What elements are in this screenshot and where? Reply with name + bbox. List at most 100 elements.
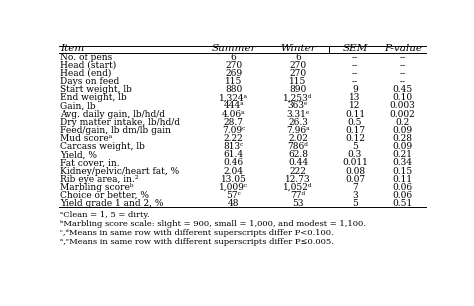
Text: 0.003: 0.003 [390,102,416,110]
Text: 6: 6 [295,53,301,62]
Text: 12: 12 [349,102,361,110]
Text: Feed/gain, lb dm/lb gain: Feed/gain, lb dm/lb gain [60,126,171,135]
Text: Carcass weight, lb: Carcass weight, lb [60,142,145,151]
Text: 270: 270 [290,69,307,78]
Text: Head (end): Head (end) [60,69,111,78]
Text: 0.46: 0.46 [224,159,244,167]
Text: 363ᵉ: 363ᵉ [288,102,308,110]
Text: 0.44: 0.44 [288,159,308,167]
Text: Mud scoreᵃ: Mud scoreᵃ [60,134,112,143]
Text: 26.3: 26.3 [288,118,308,127]
Text: 3: 3 [352,191,358,200]
Text: 28.7: 28.7 [224,118,244,127]
Text: Fat cover, in.: Fat cover, in. [60,159,119,167]
Text: 0.2: 0.2 [396,118,410,127]
Text: 115: 115 [289,77,307,86]
Text: ᶜ,ᵈMeans in same row with different superscripts differ P<0.100.: ᶜ,ᵈMeans in same row with different supe… [60,229,334,237]
Text: Rib eye area, in.²: Rib eye area, in.² [60,175,138,184]
Text: 0.09: 0.09 [392,142,413,151]
Text: Yield grade 1 and 2, %: Yield grade 1 and 2, % [60,199,164,208]
Text: --: -- [352,61,358,70]
Text: 61.4: 61.4 [224,150,244,159]
Text: 813ᶜ: 813ᶜ [224,142,244,151]
Text: ᵃClean = 1, 5 = dirty.: ᵃClean = 1, 5 = dirty. [60,211,150,219]
Text: SEM: SEM [342,44,368,53]
Text: Marbling scoreᵇ: Marbling scoreᵇ [60,183,134,192]
Text: Avg. daily gain, lb/hd/d: Avg. daily gain, lb/hd/d [60,110,165,119]
Text: 0.06: 0.06 [392,183,413,192]
Text: 0.21: 0.21 [393,150,413,159]
Text: 1,324ᵃ: 1,324ᵃ [219,93,248,102]
Text: --: -- [400,69,406,78]
Text: Days on feed: Days on feed [60,77,119,86]
Text: 0.34: 0.34 [393,159,413,167]
Text: 13: 13 [349,93,361,102]
Text: 7.96ᵃ: 7.96ᵃ [286,126,310,135]
Text: 53: 53 [292,199,304,208]
Text: 48: 48 [228,199,239,208]
Text: P-value: P-value [384,44,422,53]
Text: 0.11: 0.11 [345,110,365,119]
Text: 0.51: 0.51 [392,199,413,208]
Text: 7.09ᶜ: 7.09ᶜ [222,126,246,135]
Text: --: -- [400,61,406,70]
Text: 5: 5 [352,199,358,208]
Text: 57ᶜ: 57ᶜ [227,191,241,200]
Text: 2.22: 2.22 [224,134,244,143]
Text: ᵇMarbling score scale: slight = 900, small = 1,000, and modest = 1,100.: ᵇMarbling score scale: slight = 900, sma… [60,220,366,228]
Text: 12.73: 12.73 [285,175,311,184]
Text: Summer: Summer [211,44,256,53]
Text: 0.11: 0.11 [392,175,413,184]
Text: 222: 222 [290,166,307,176]
Text: 7: 7 [352,183,358,192]
Text: 0.3: 0.3 [348,150,362,159]
Text: 270: 270 [225,61,242,70]
Text: Dry matter intake, lb/hd/d: Dry matter intake, lb/hd/d [60,118,180,127]
Text: --: -- [352,69,358,78]
Text: Item: Item [60,44,84,53]
Text: 786ᵈ: 786ᵈ [288,142,309,151]
Text: --: -- [400,77,406,86]
Text: Yield, %: Yield, % [60,150,97,159]
Text: --: -- [352,53,358,62]
Text: 0.10: 0.10 [392,93,413,102]
Text: 0.09: 0.09 [392,126,413,135]
Text: 1,009ᶜ: 1,009ᶜ [219,183,248,192]
Text: 4.06ᵃ: 4.06ᵃ [222,110,246,119]
Text: 0.002: 0.002 [390,110,416,119]
Text: --: -- [400,53,406,62]
Text: Choice or better, %: Choice or better, % [60,191,149,200]
Text: 0.011: 0.011 [342,159,368,167]
Text: 880: 880 [225,85,242,94]
Text: 77ᵈ: 77ᵈ [291,191,306,200]
Text: 13.05: 13.05 [221,175,246,184]
Text: --: -- [352,77,358,86]
Text: 2.04: 2.04 [224,166,244,176]
Text: Gain, lb: Gain, lb [60,102,96,110]
Text: 5: 5 [352,142,358,151]
Text: 9: 9 [352,85,358,94]
Text: ᵃ,ᵉMeans in same row with different superscripts differ P≤0.005.: ᵃ,ᵉMeans in same row with different supe… [60,238,334,246]
Text: 1,253ᵈ: 1,253ᵈ [283,93,313,102]
Text: 62.8: 62.8 [288,150,308,159]
Text: 0.45: 0.45 [392,85,413,94]
Text: 0.5: 0.5 [348,118,362,127]
Text: 6: 6 [231,53,237,62]
Text: Head (start): Head (start) [60,61,116,70]
Text: 0.12: 0.12 [345,134,365,143]
Text: 2.02: 2.02 [288,134,308,143]
Text: 269: 269 [225,69,242,78]
Text: 0.07: 0.07 [345,175,365,184]
Text: 270: 270 [290,61,307,70]
Text: 444ᵃ: 444ᵃ [223,102,244,110]
Text: Start weight, lb: Start weight, lb [60,85,132,94]
Text: 1,052ᵈ: 1,052ᵈ [283,183,313,192]
Text: 0.06: 0.06 [392,191,413,200]
Text: 0.15: 0.15 [392,166,413,176]
Text: 890: 890 [290,85,307,94]
Text: 0.28: 0.28 [393,134,413,143]
Text: End weight, lb: End weight, lb [60,93,127,102]
Text: 0.08: 0.08 [345,166,365,176]
Text: Kidney/pelvic/heart fat, %: Kidney/pelvic/heart fat, % [60,166,179,176]
Text: 3.31ᵉ: 3.31ᵉ [286,110,310,119]
